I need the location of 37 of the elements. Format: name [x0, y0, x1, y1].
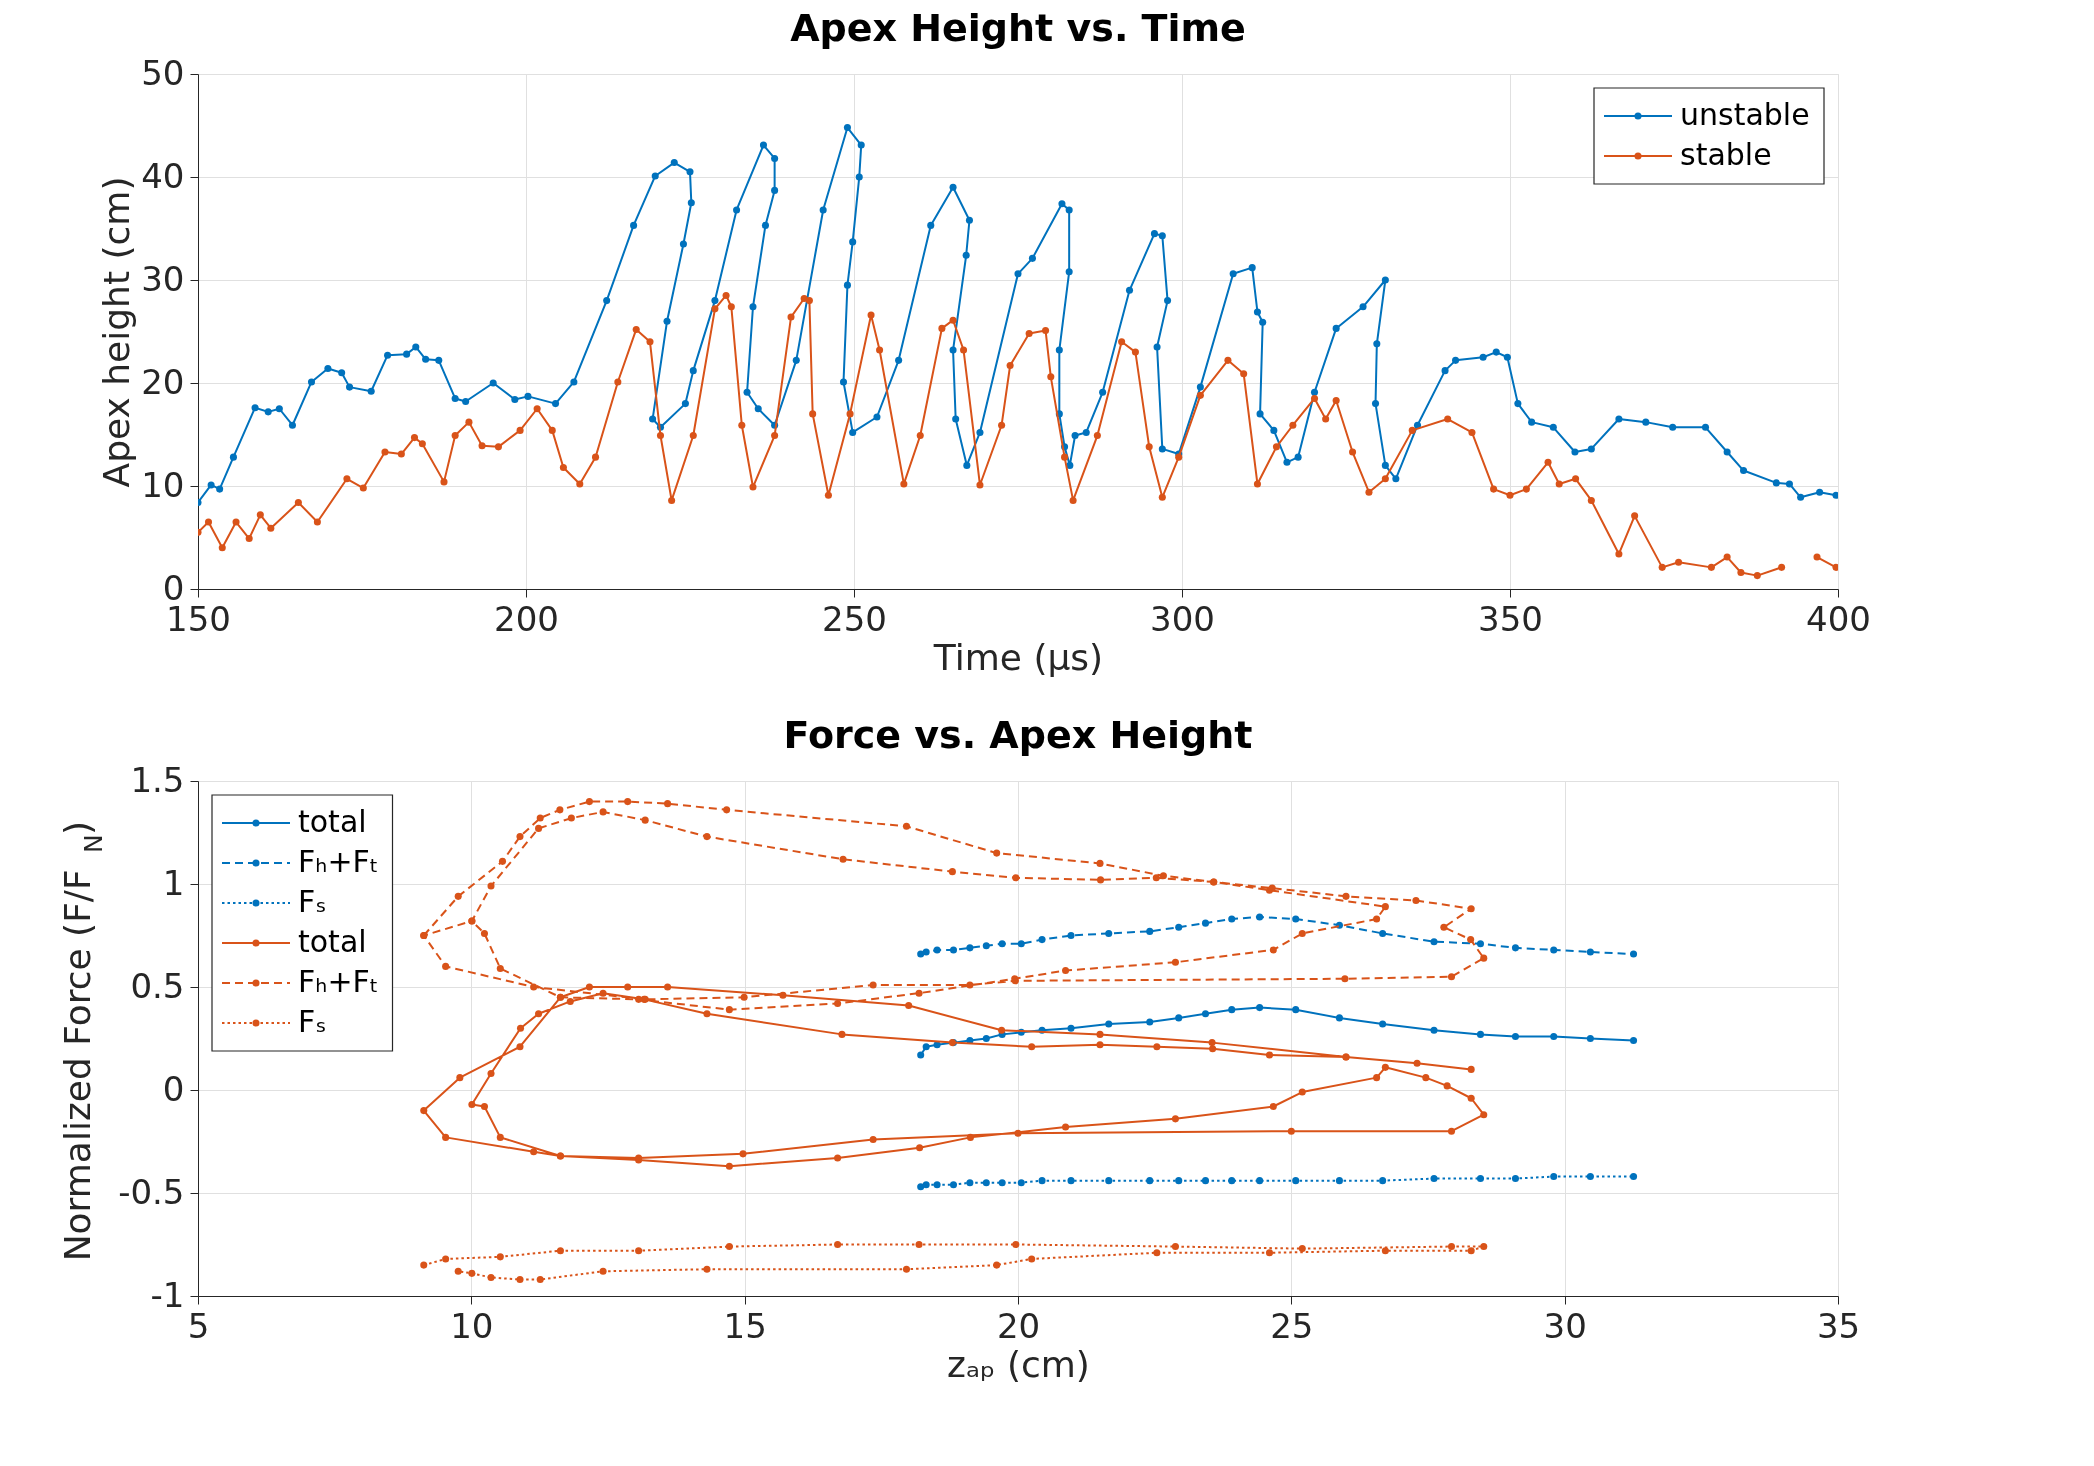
y-axis-title: Apex height (cm): [96, 176, 138, 488]
x-tick-label: 35: [1816, 1305, 1861, 1346]
x-tick-label: 300: [1150, 598, 1215, 639]
chart-title: Force vs. Apex Height: [783, 713, 1253, 757]
y-tick-label: 20: [141, 361, 185, 402]
x-tick-label: 400: [1806, 598, 1871, 639]
y-axis-title: Normalized Force (F/FN): [57, 821, 108, 1262]
legend-label: Fₛ: [298, 884, 327, 919]
x-tick-label: 20: [996, 1305, 1041, 1346]
chart-title: Apex Height vs. Time: [790, 6, 1246, 50]
x-tick-label: 25: [1270, 1305, 1314, 1346]
y-tick-label: 1: [162, 862, 185, 903]
x-tick-label: 200: [494, 598, 559, 639]
x-tick-label: 30: [1543, 1305, 1587, 1346]
y-tick-label: 0: [162, 1068, 185, 1109]
legend-label: Fₛ: [298, 1004, 327, 1039]
legend-label: total: [298, 804, 367, 839]
legend-label: Fₕ+Fₜ: [298, 964, 379, 999]
y-tick-label: 1.5: [130, 759, 185, 800]
y-tick-label: 10: [141, 464, 185, 505]
x-axis-title: zₐₚ (cm): [947, 1343, 1090, 1385]
y-tick-label: 30: [141, 258, 185, 299]
x-tick-label: 350: [1478, 598, 1543, 639]
legend-label: stable: [1680, 137, 1772, 172]
legend-label: total: [298, 924, 367, 959]
x-axis-title: Time (μs): [932, 636, 1104, 678]
y-tick-label: 0.5: [130, 965, 185, 1006]
x-tick-label: 10: [450, 1305, 494, 1346]
legend-label: Fₕ+Fₜ: [298, 844, 379, 879]
x-tick-label: 250: [822, 598, 887, 639]
y-tick-label: 40: [141, 155, 185, 196]
y-tick-label: -1: [150, 1274, 185, 1315]
y-tick-label: -0.5: [118, 1171, 185, 1212]
x-tick-label: 5: [187, 1305, 210, 1346]
y-tick-label: 50: [141, 52, 185, 93]
x-tick-label: 15: [723, 1305, 767, 1346]
legend-label: unstable: [1680, 97, 1810, 132]
